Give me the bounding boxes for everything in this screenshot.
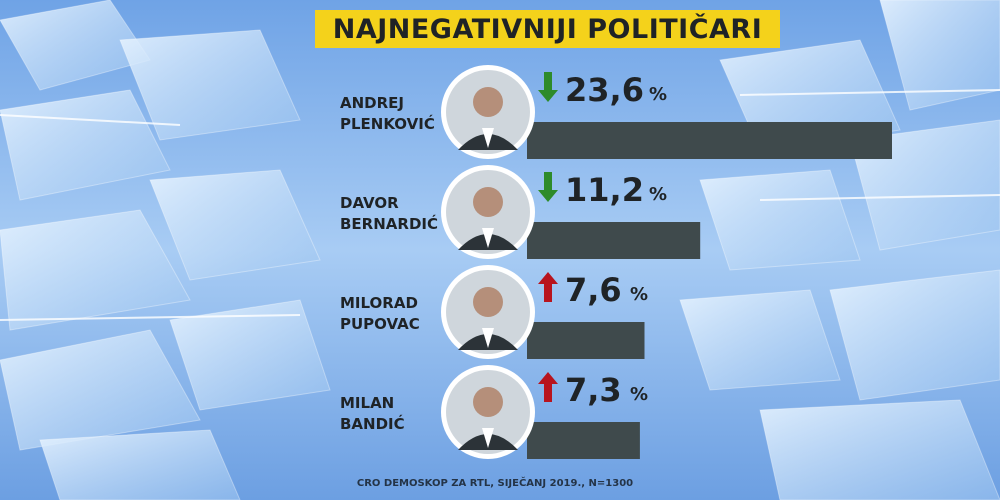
value-label: 11,2 xyxy=(565,171,644,209)
avatar-head xyxy=(473,187,503,217)
bar xyxy=(527,222,701,259)
unit-label: % xyxy=(630,284,648,305)
unit-label: % xyxy=(649,84,667,105)
bar xyxy=(527,122,892,159)
name-first: MILAN xyxy=(340,394,394,412)
avatar-head xyxy=(473,387,503,417)
row-4: MILAN BANDIĆ 7,3% xyxy=(340,365,648,459)
name-last: BERNARDIĆ xyxy=(340,214,438,233)
avatar-head xyxy=(473,87,503,117)
avatar-shirt xyxy=(482,328,494,348)
bar xyxy=(527,322,645,359)
unit-label: % xyxy=(649,184,667,205)
name-first: MILORAD xyxy=(340,294,418,312)
unit-label: % xyxy=(630,384,648,405)
avatar-shirt xyxy=(482,428,494,448)
avatar-shirt xyxy=(482,128,494,148)
source-note: CRO DEMOSKOP ZA RTL, SIJEČANJ 2019., N=1… xyxy=(356,478,634,489)
decorative-lines xyxy=(0,89,1000,321)
chart-title: NAJNEGATIVNIJI POLITIČARI xyxy=(332,13,763,45)
title-banner: NAJNEGATIVNIJI POLITIČARI xyxy=(315,10,780,48)
row-3: MILORAD PUPOVAC 7,6% xyxy=(340,265,648,359)
decorative-cubes-left xyxy=(0,0,331,500)
row-1: ANDREJ PLENKOVIĆ 23,6% xyxy=(340,65,892,159)
row-2: DAVOR BERNARDIĆ 11,2% xyxy=(340,165,701,259)
arrow-down-icon xyxy=(538,172,558,202)
name-first: DAVOR xyxy=(340,194,399,212)
arrow-up-icon xyxy=(538,372,558,402)
decorative-cubes-right xyxy=(679,0,1000,500)
arrow-down-icon xyxy=(538,72,558,102)
avatar-head xyxy=(473,287,503,317)
name-last: BANDIĆ xyxy=(340,414,405,433)
avatar-shirt xyxy=(482,228,494,248)
arrow-up-icon xyxy=(538,272,558,302)
value-label: 7,6 xyxy=(565,271,622,309)
name-last: PUPOVAC xyxy=(340,315,420,333)
name-last: PLENKOVIĆ xyxy=(340,114,435,133)
value-label: 7,3 xyxy=(565,371,622,409)
value-label: 23,6 xyxy=(565,71,644,109)
name-first: ANDREJ xyxy=(340,94,404,112)
bar xyxy=(527,422,640,459)
